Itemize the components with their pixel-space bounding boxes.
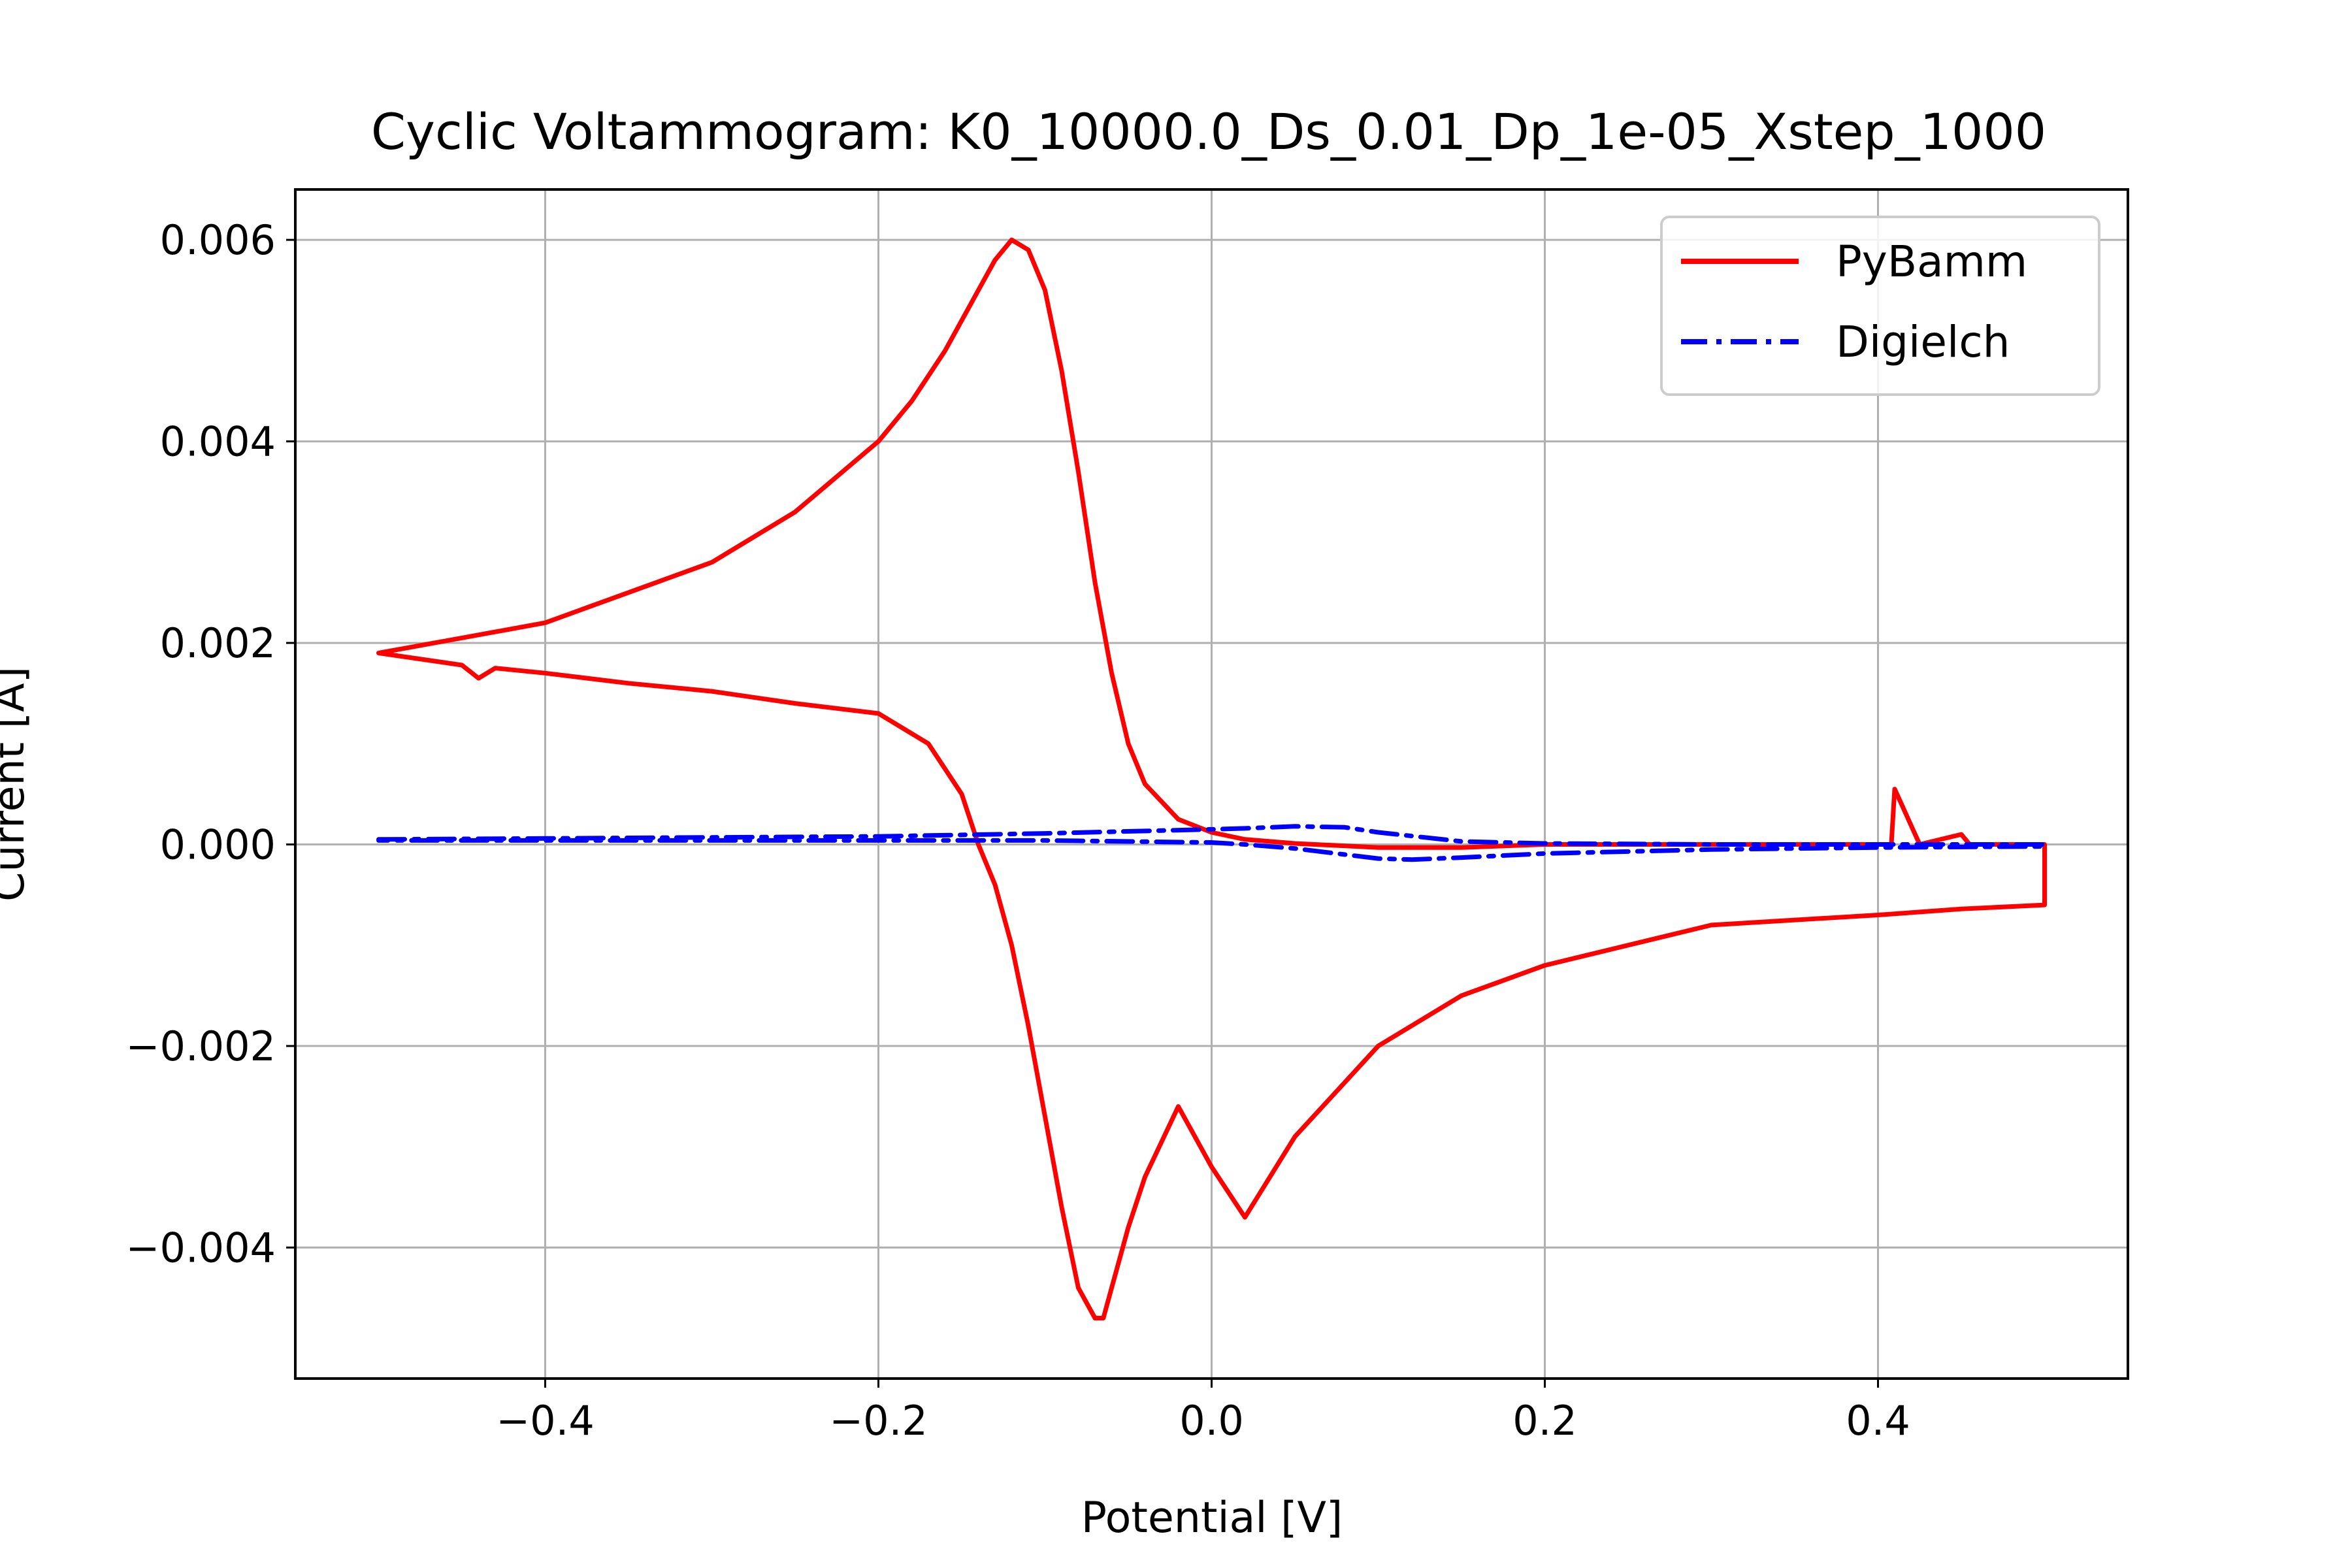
x-tick-label: 0.2 — [1512, 1397, 1577, 1445]
series-layer — [376, 237, 2047, 1320]
y-tick-label: 0.000 — [160, 821, 276, 869]
ticks: −0.4 −0.2 0.0 0.2 0.4 −0.004 −0.002 0.000 0.002 0… — [126, 216, 1910, 1445]
y-tick-label: −0.004 — [126, 1224, 276, 1271]
y-tick-label: 0.002 — [160, 619, 276, 667]
series-line-digielch — [376, 824, 2047, 862]
y-tick-label: −0.002 — [126, 1022, 276, 1070]
legend-label-pybamm: PyBamm — [1836, 237, 2027, 287]
series-line-pybamm — [376, 237, 2047, 1320]
x-axis-label: Potential [V] — [1081, 1494, 1343, 1543]
y-tick-label: 0.004 — [160, 418, 276, 466]
x-tick-label: 0.0 — [1179, 1397, 1244, 1445]
x-tick-label: −0.4 — [496, 1397, 595, 1445]
y-tick-label: 0.006 — [160, 216, 276, 264]
y-axis-label: Current [A] — [0, 666, 34, 902]
chart-title: Cyclic Voltammogram: K0_10000.0_Ds_0.01_… — [371, 103, 2046, 161]
x-tick-label: −0.2 — [829, 1397, 928, 1445]
legend: PyBamm Digielch — [1660, 216, 2100, 396]
legend-label-digielch: Digielch — [1836, 317, 2010, 367]
x-tick-label: 0.4 — [1846, 1397, 1910, 1445]
